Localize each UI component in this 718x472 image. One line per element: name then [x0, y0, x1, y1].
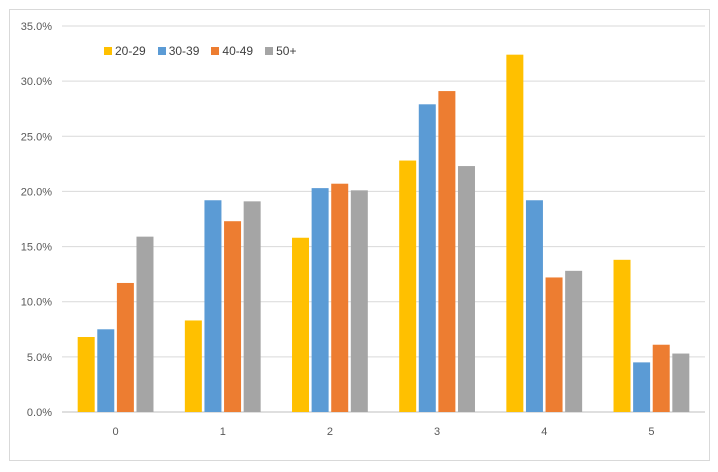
legend-label: 40-49 [222, 44, 254, 58]
legend-label: 20-29 [115, 44, 146, 58]
y-tick-label: 10.0% [21, 297, 52, 309]
legend: 20-29 30-39 40-49 50+ [104, 44, 296, 58]
bar-40-49-2 [331, 183, 349, 412]
bar-20-29-2 [292, 237, 310, 412]
bar-30-39-1 [204, 200, 222, 412]
bar-50+-5 [672, 353, 690, 412]
x-tick-label: 4 [541, 426, 547, 438]
bar-50+-0 [136, 236, 154, 412]
bar-20-29-1 [184, 320, 202, 412]
y-tick-label: 5.0% [27, 352, 52, 364]
x-tick-label: 0 [113, 426, 119, 438]
bar-40-49-0 [116, 282, 134, 412]
bar-20-29-3 [399, 160, 417, 412]
bar-50+-3 [457, 166, 475, 412]
bar-40-49-1 [224, 221, 242, 412]
y-tick-label: 15.0% [21, 242, 52, 254]
bar-20-29-5 [613, 259, 631, 412]
bar-40-49-4 [545, 277, 563, 412]
legend-item: 20-29 [104, 44, 146, 58]
bar-40-49-5 [652, 344, 670, 412]
bar-20-29-4 [506, 54, 524, 412]
x-tick-label: 2 [327, 426, 333, 438]
legend-label: 50+ [276, 44, 297, 58]
bar-50+-2 [350, 190, 368, 412]
legend-swatch [265, 47, 274, 55]
x-tick-label: 3 [434, 426, 440, 438]
y-tick-label: 25.0% [21, 131, 52, 143]
bar-30-39-2 [311, 188, 329, 412]
y-tick-label: 0.0% [27, 407, 52, 419]
bar-30-39-4 [525, 200, 543, 412]
legend-swatch [157, 47, 166, 55]
bar-50+-1 [243, 201, 261, 412]
x-tick-label: 5 [648, 426, 654, 438]
legend-swatch [104, 47, 112, 55]
bar-30-39-5 [633, 362, 651, 412]
y-tick-label: 20.0% [21, 186, 52, 198]
legend-item: 40-49 [211, 44, 253, 58]
bar-40-49-3 [438, 91, 456, 412]
y-tick-label: 35.0% [21, 21, 52, 33]
bar-30-39-0 [97, 329, 115, 412]
legend-swatch [211, 47, 220, 55]
legend-item: 50+ [265, 44, 296, 58]
bar-30-39-3 [418, 104, 436, 412]
legend-label: 30-39 [168, 44, 200, 58]
y-tick-label: 30.0% [21, 76, 52, 88]
bar-20-29-0 [77, 337, 95, 412]
x-tick-label: 1 [220, 426, 226, 438]
legend-item: 30-39 [157, 44, 200, 58]
chart-frame [9, 9, 710, 461]
bar-50+-4 [565, 270, 583, 412]
